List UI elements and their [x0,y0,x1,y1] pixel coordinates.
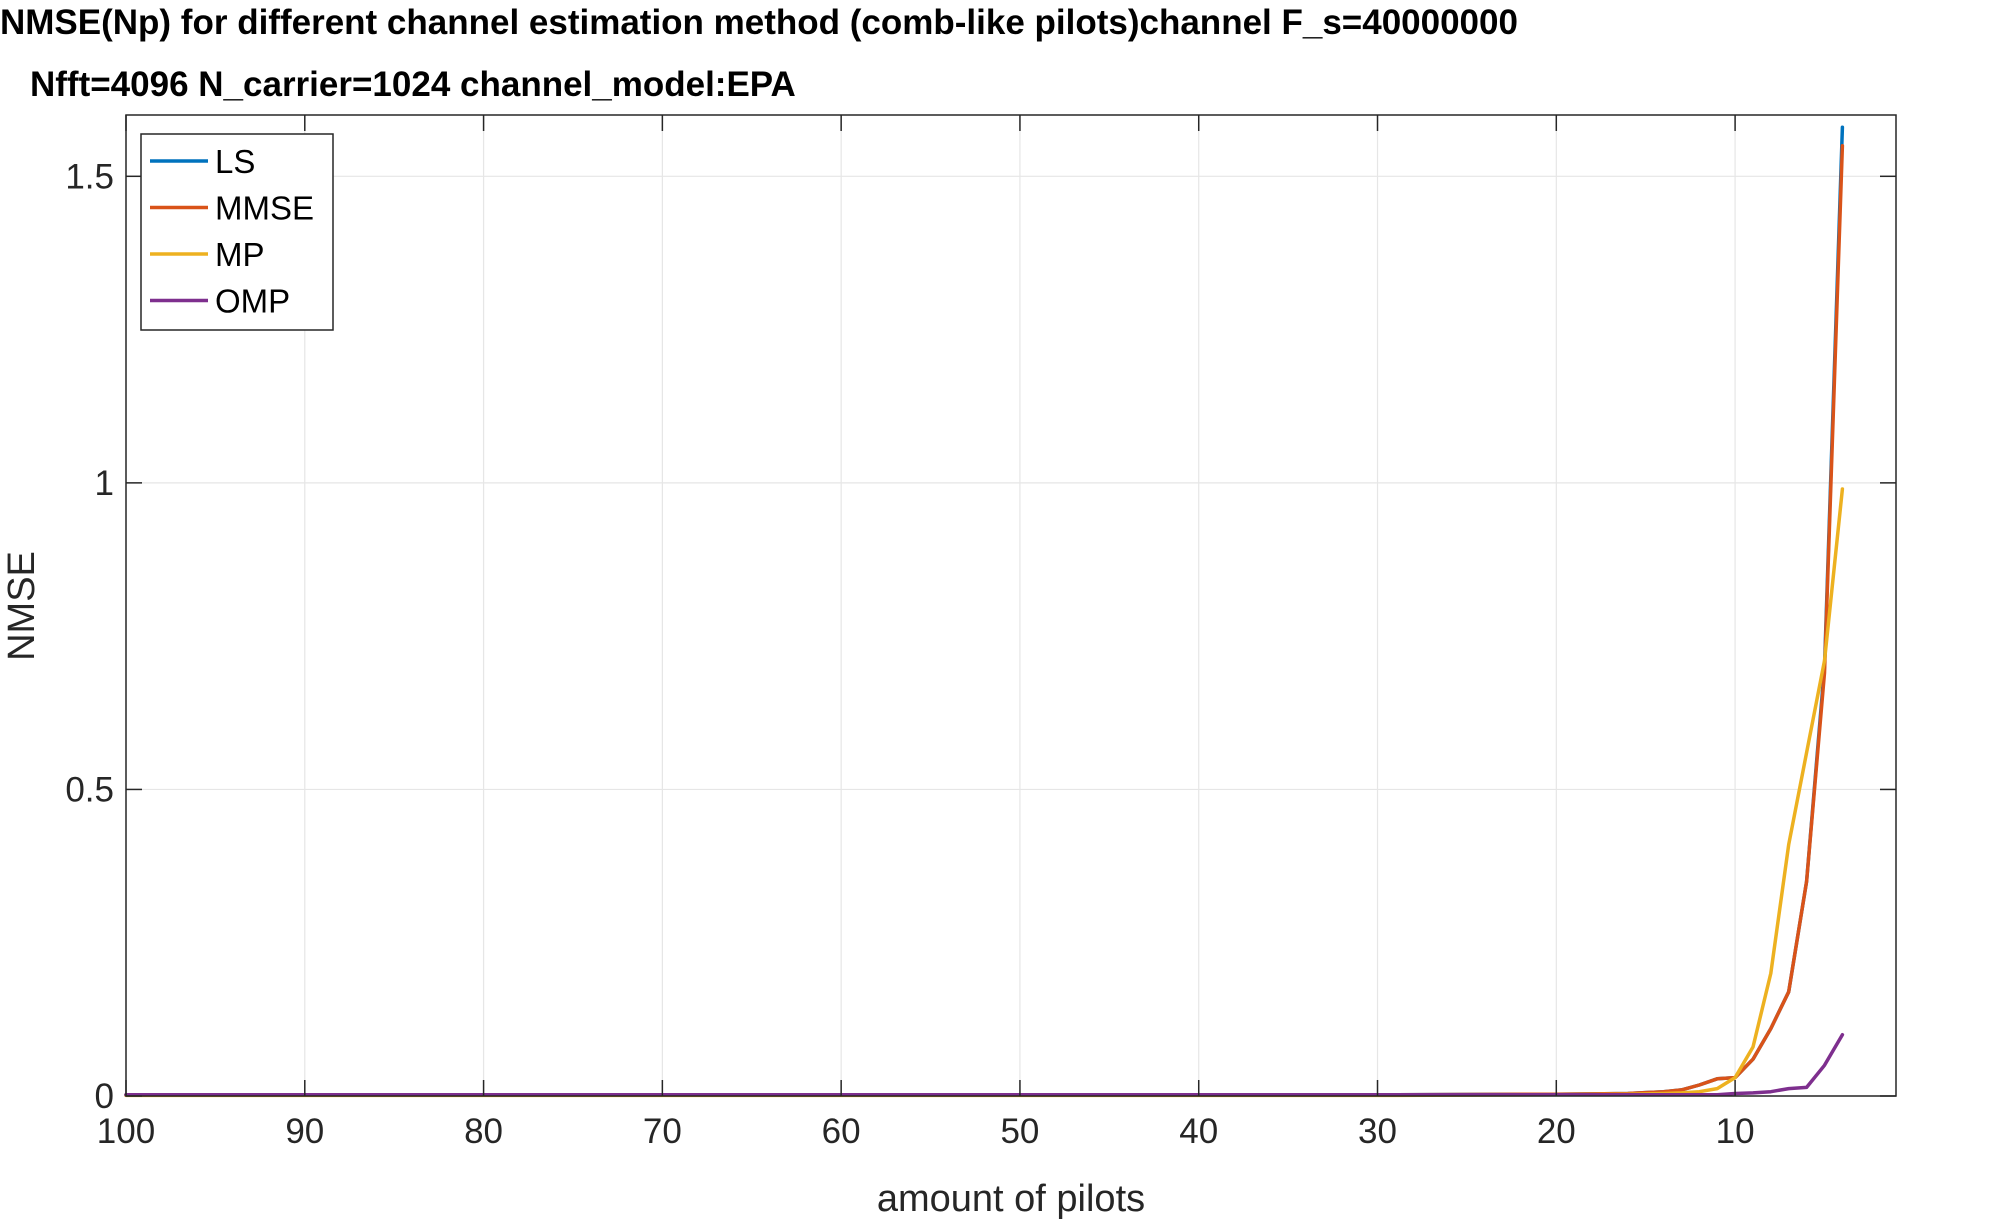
legend-label-ls: LS [215,143,255,180]
legend: LS MMSE MP OMP [140,133,334,331]
axis-ticks [125,115,1896,1097]
x-tick-label: 80 [464,1112,503,1151]
x-tick-label: 40 [1179,1112,1218,1151]
x-tick-label: 10 [1716,1112,1755,1151]
y-tick-label: 0.5 [65,770,114,809]
legend-label-mmse: MMSE [215,190,314,227]
series-line-omp [124,1032,1845,1097]
y-tick-labels: 0 0.5 1 1.5 [65,157,114,1116]
y-tick-label: 0 [95,1077,114,1116]
chart-title: NMSE(Np) for different channel estimatio… [0,3,1518,42]
x-tick-label: 20 [1537,1112,1576,1151]
x-tick-labels: 100 90 80 70 60 50 40 30 20 10 [97,1112,1755,1151]
plot-frame [125,114,1897,1097]
x-axis-label: amount of pilots [877,1178,1145,1220]
x-tick-label: 30 [1358,1112,1397,1151]
series-lines [124,125,1845,1098]
x-tick-label: 60 [822,1112,861,1151]
x-tick-label: 50 [1000,1112,1039,1151]
y-axis-label: NMSE [1,551,43,661]
y-tick-label: 1 [95,464,114,503]
legend-label-omp: OMP [215,283,290,320]
legend-box [140,133,334,331]
chart-subtitle: Nfft=4096 N_carrier=1024 channel_model:E… [30,65,796,104]
y-tick-label: 1.5 [65,157,114,196]
x-tick-label: 90 [285,1112,324,1151]
x-tick-label: 70 [643,1112,682,1151]
x-tick-label: 100 [97,1112,155,1151]
legend-label-mp: MP [215,236,265,273]
plot-area [126,115,1896,1096]
